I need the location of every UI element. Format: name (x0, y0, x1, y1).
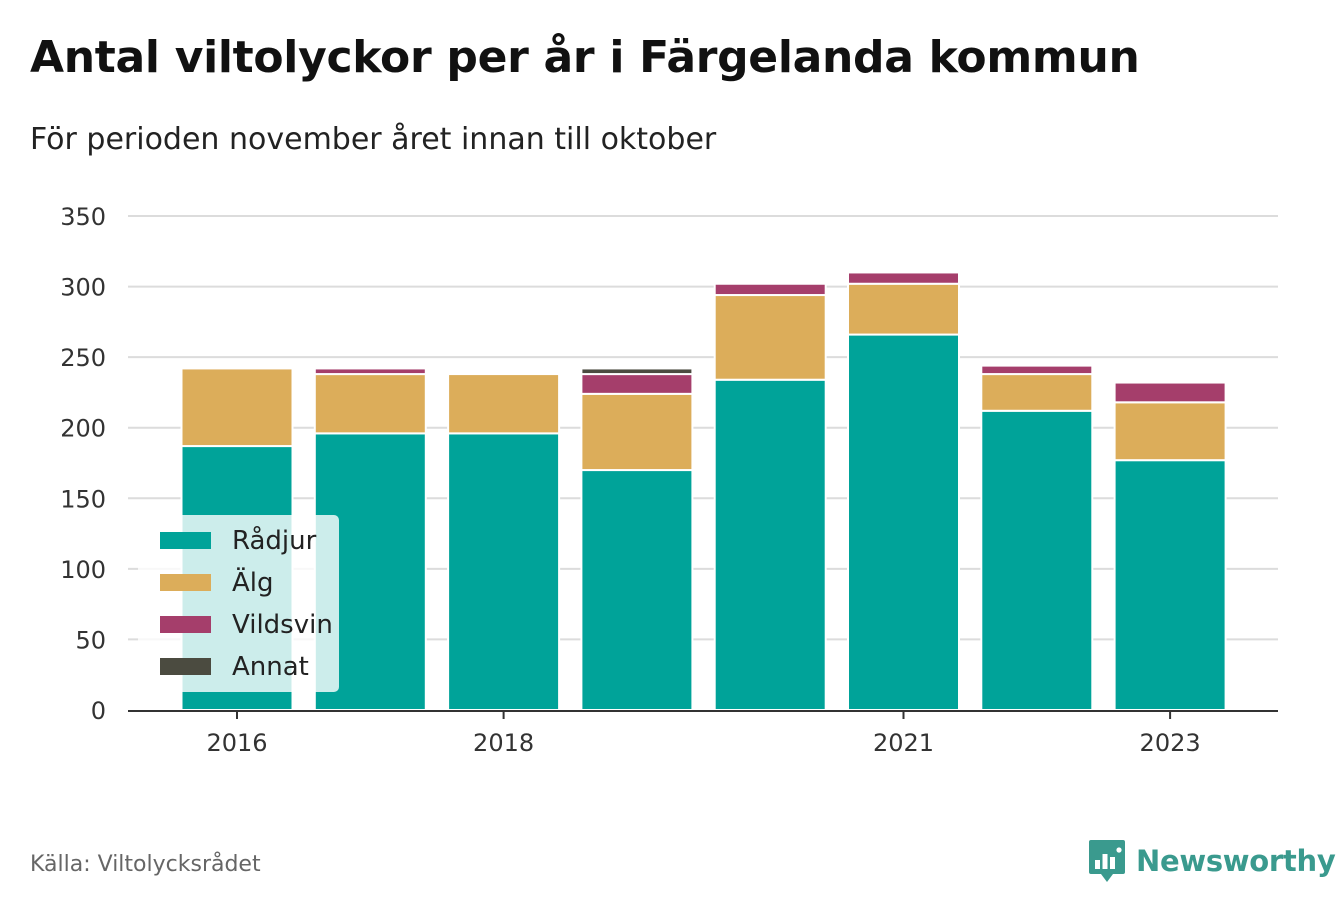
legend-label: Vildsvin (232, 610, 333, 640)
y-tick-label: 350 (60, 203, 106, 231)
bar-segment (980, 364, 1094, 376)
bar-segment (1113, 401, 1227, 462)
y-tick-label: 50 (75, 626, 106, 654)
bar-segment (580, 392, 694, 472)
brand-name: Newsworthy (1136, 844, 1336, 878)
legend-swatch (160, 616, 211, 633)
x-tick-label: 2016 (206, 729, 267, 757)
y-tick-label: 250 (60, 344, 106, 372)
bar-segment (180, 367, 294, 448)
y-tick-label: 0 (91, 697, 106, 725)
x-axis-tick-labels: 2016 2018 2021 2023 (206, 711, 1201, 757)
bar-segment (580, 469, 694, 711)
x-tick-label: 2021 (873, 729, 934, 757)
brand: Newsworthy (1088, 838, 1336, 884)
x-tick-label: 2023 (1140, 729, 1201, 757)
newsworthy-logo-icon (1089, 840, 1125, 882)
chart-title: Antal viltolyckor per år i Färgelanda ko… (30, 32, 1140, 83)
legend: Rådjur Älg Vildsvin Annat (138, 515, 339, 692)
bar-segment (1113, 459, 1227, 712)
bar-segment (847, 271, 960, 285)
bar-segment (847, 282, 960, 336)
y-tick-label: 100 (60, 556, 106, 584)
y-tick-label: 300 (60, 274, 106, 302)
bar-segment (980, 373, 1094, 412)
bar-segment (447, 373, 561, 435)
y-tick-label: 150 (60, 485, 106, 513)
bar-segment (847, 333, 960, 711)
bar-segment (580, 373, 694, 395)
y-tick-label: 200 (60, 415, 106, 443)
bar-segment (580, 367, 694, 376)
bar-segment (313, 367, 427, 376)
legend-background (138, 515, 339, 692)
bar-segment (713, 282, 827, 297)
legend-label: Rådjur (232, 525, 317, 556)
legend-swatch (160, 574, 211, 591)
bar-segment (1113, 381, 1227, 404)
x-tick-label: 2018 (473, 729, 534, 757)
bar-segment (980, 409, 1094, 711)
chart-subtitle: För perioden november året innan till ok… (30, 122, 717, 157)
source-note: Källa: Viltolycksrådet (30, 852, 261, 877)
stacked-bar-chart: 0 50 100 150 200 250 300 350 2016 2018 2021 2023 R… (60, 203, 1278, 757)
bar-segment (447, 432, 561, 711)
bar-segment (713, 294, 827, 381)
y-axis-tick-labels: 0 50 100 150 200 250 300 350 (60, 203, 106, 725)
bar-segment (713, 378, 827, 711)
legend-label: Annat (232, 652, 309, 682)
legend-label: Älg (232, 566, 274, 598)
bar-segment (313, 373, 427, 435)
legend-swatch (160, 658, 211, 675)
legend-swatch (160, 532, 211, 549)
